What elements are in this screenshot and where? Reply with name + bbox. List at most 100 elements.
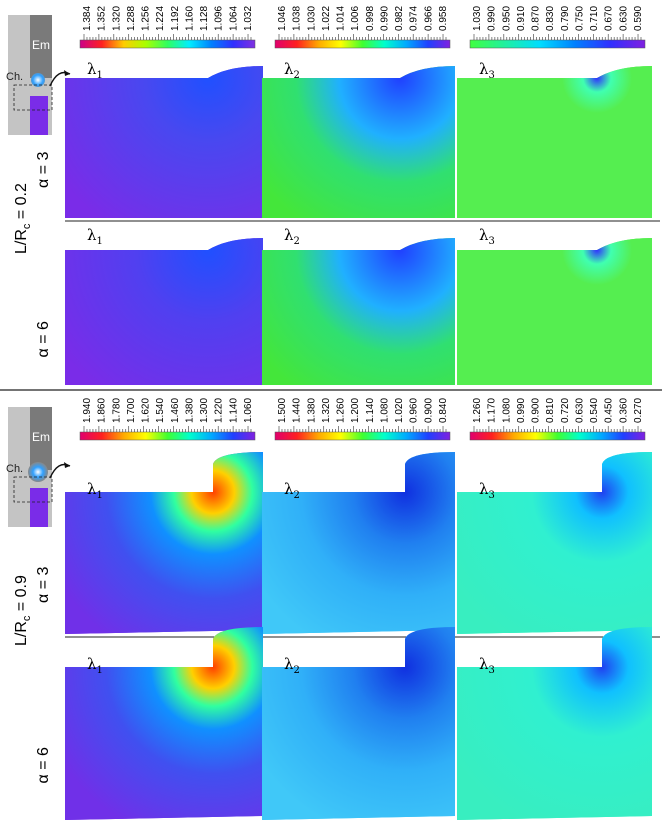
panel-label: λ3 — [479, 655, 495, 676]
panel-symbol: λ — [284, 60, 294, 78]
inset-arrowhead — [64, 462, 70, 468]
panel-symbol: λ — [479, 60, 489, 78]
colorbar-label: 0.710 — [589, 6, 600, 31]
colorbar — [79, 39, 256, 49]
panel-sub: 1 — [97, 236, 103, 247]
inset-ch: Ch. — [6, 463, 23, 475]
panel-sub: 2 — [294, 236, 300, 247]
colorbar-label: 1.700 — [126, 398, 137, 423]
colorbar — [79, 431, 256, 441]
alpha-label: α = 3 — [35, 152, 52, 188]
colorbar-label: 1.140 — [365, 398, 376, 423]
colorbar-label: 1.030 — [306, 6, 317, 31]
alpha-label: α = 6 — [35, 747, 52, 783]
colorbar-label: 0.998 — [365, 6, 376, 31]
colorbar-label: 1.320 — [321, 398, 332, 423]
colorbar-label: 0.960 — [409, 398, 420, 423]
colorbar-label: 1.260 — [336, 398, 347, 423]
colorbar-label: 0.630 — [574, 398, 585, 423]
colorbar-label: 1.620 — [141, 398, 152, 423]
ratio-prefix: L/R — [13, 621, 30, 646]
colorbar-label: 1.140 — [228, 398, 239, 423]
panel-symbol: λ — [479, 480, 489, 498]
panel-sub: 2 — [294, 70, 300, 81]
panel-label: λ1 — [87, 226, 103, 247]
alpha-label: α = 3 — [35, 567, 52, 603]
contour-field — [457, 452, 652, 634]
panel-sub: 2 — [294, 665, 300, 676]
colorbar-label: 1.046 — [277, 6, 288, 31]
colorbar-label: 1.320 — [111, 6, 122, 31]
inset-emitter — [30, 15, 52, 78]
colorbar-label: 0.450 — [604, 398, 615, 423]
panel-sub: 3 — [489, 490, 495, 501]
colorbar-label: 1.014 — [336, 6, 347, 31]
colorbar-label: 0.958 — [438, 6, 449, 31]
contour-field — [65, 238, 263, 385]
inset-channel — [31, 73, 45, 87]
contour-field — [262, 452, 455, 634]
colorbar-label: 1.256 — [141, 6, 152, 31]
colorbar-label: 1.500 — [277, 398, 288, 423]
contour-field — [457, 238, 652, 385]
colorbar-label: 0.870 — [531, 6, 542, 31]
contour-field — [457, 66, 652, 218]
colorbar-label: 1.260 — [472, 398, 483, 423]
colorbar-label: 1.220 — [214, 398, 225, 423]
colorbar-label: 1.940 — [82, 398, 93, 423]
colorbar — [469, 39, 646, 49]
contour-field — [262, 66, 455, 218]
colorbar-label: 0.990 — [379, 6, 390, 31]
panel-label: λ1 — [87, 655, 103, 676]
colorbar-label: 0.910 — [516, 6, 527, 31]
inset-em: Em — [32, 430, 50, 444]
colorbar-label: 0.900 — [423, 398, 434, 423]
colorbar-label: 0.840 — [438, 398, 449, 423]
colorbar-label: 1.170 — [487, 398, 498, 423]
ratio-suffix: = 0.2 — [13, 183, 30, 224]
colorbar-label: 1.380 — [306, 398, 317, 423]
panel-label: λ3 — [479, 480, 495, 501]
colorbar-label: 1.030 — [472, 6, 483, 31]
inset-channel — [28, 462, 48, 482]
colorbar-label: 0.966 — [423, 6, 434, 31]
panel-symbol: λ — [284, 480, 294, 498]
panel-symbol: λ — [87, 655, 97, 673]
ratio-prefix: L/R — [13, 229, 30, 254]
colorbar-label: 1.096 — [214, 6, 225, 31]
inset-domain — [30, 488, 48, 527]
panel-label: λ1 — [87, 60, 103, 81]
panel-sub: 3 — [489, 236, 495, 247]
colorbar-label: 1.032 — [243, 6, 254, 31]
colorbar-label: 1.288 — [126, 6, 137, 31]
panel-label: λ3 — [479, 60, 495, 81]
inset-domain — [30, 96, 48, 135]
inset-window — [13, 84, 53, 111]
panel-sub: 1 — [97, 70, 103, 81]
colorbar-label: 1.352 — [97, 6, 108, 31]
colorbar-label: 1.128 — [199, 6, 210, 31]
colorbar-label: 1.064 — [228, 6, 239, 31]
colorbar-label: 0.590 — [633, 6, 644, 31]
colorbar-label: 0.990 — [487, 6, 498, 31]
colorbar — [469, 431, 646, 441]
colorbar-label: 1.038 — [292, 6, 303, 31]
panel-symbol: λ — [479, 226, 489, 244]
ratio-sub: c — [21, 223, 33, 229]
contour-field — [457, 627, 652, 820]
colorbar-label: 1.022 — [321, 6, 332, 31]
colorbar-label: 0.990 — [516, 398, 527, 423]
panel-label: λ3 — [479, 226, 495, 247]
panel-label: λ2 — [284, 655, 300, 676]
colorbar-label: 0.270 — [633, 398, 644, 423]
alpha-label: α = 6 — [35, 321, 52, 357]
panel-symbol: λ — [479, 655, 489, 673]
colorbar-label: 0.982 — [394, 6, 405, 31]
colorbar-label: 0.830 — [545, 6, 556, 31]
colorbar — [274, 431, 451, 441]
panel-symbol: λ — [87, 60, 97, 78]
contour-field — [262, 238, 455, 385]
colorbar-label: 1.224 — [155, 6, 166, 31]
inset-arrowhead — [64, 70, 70, 76]
